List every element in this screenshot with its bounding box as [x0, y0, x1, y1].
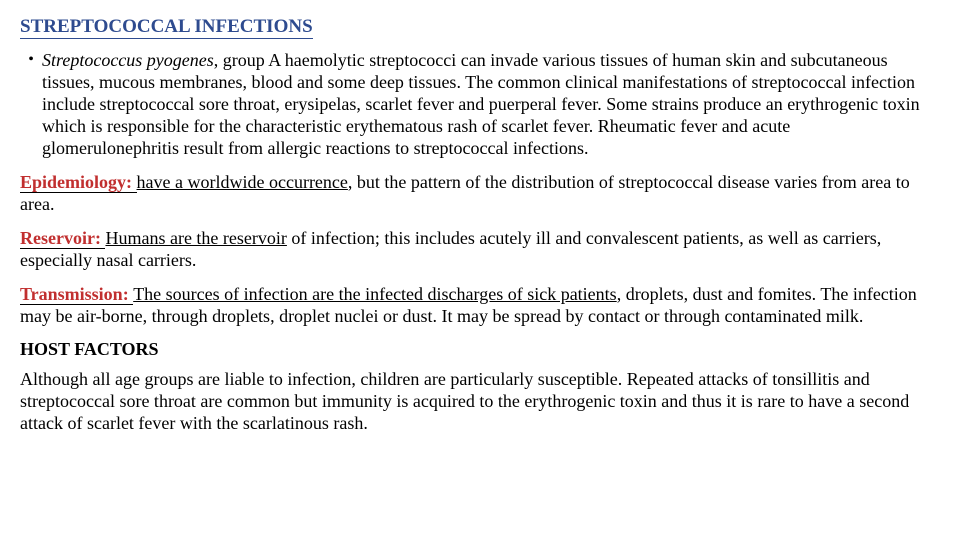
bullet-text: Streptococcus pyogenes, group A haemolyt… — [42, 49, 940, 159]
bullet-marker: • — [20, 49, 42, 71]
bullet-item: • Streptococcus pyogenes, group A haemol… — [20, 49, 940, 159]
species-name: Streptococcus pyogenes — [42, 50, 214, 70]
reservoir-paragraph: Reservoir: Humans are the reservoir of i… — [20, 227, 940, 271]
host-factors-body: Although all age groups are liable to in… — [20, 368, 940, 434]
transmission-underlined: The sources of infection are the infecte… — [133, 284, 617, 304]
epidemiology-label: Epidemiology: — [20, 172, 137, 193]
epidemiology-underlined: have a worldwide occurrence — [137, 172, 348, 192]
transmission-paragraph: Transmission: The sources of infection a… — [20, 283, 940, 327]
page-title: STREPTOCOCCAL INFECTIONS — [20, 16, 313, 39]
epidemiology-paragraph: Epidemiology: have a worldwide occurrenc… — [20, 171, 940, 215]
reservoir-label: Reservoir: — [20, 228, 105, 249]
host-factors-heading: HOST FACTORS — [20, 339, 940, 360]
reservoir-underlined: Humans are the reservoir — [105, 228, 286, 248]
document-page: STREPTOCOCCAL INFECTIONS • Streptococcus… — [0, 0, 960, 462]
transmission-label: Transmission: — [20, 284, 133, 305]
